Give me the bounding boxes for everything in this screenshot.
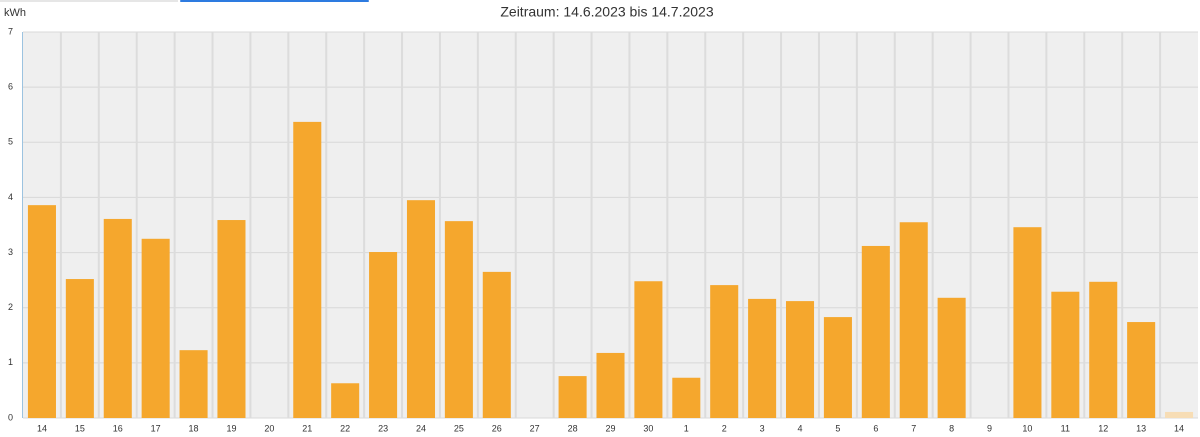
bar <box>293 121 322 418</box>
x-tick-label: 1 <box>684 423 689 433</box>
x-tick-label: 23 <box>378 423 388 433</box>
button[interactable] <box>180 0 369 2</box>
bar <box>672 377 701 418</box>
y-tick-label: 2 <box>8 302 13 312</box>
bar <box>785 301 815 418</box>
x-tick-label: 2 <box>722 423 727 433</box>
bar <box>179 350 208 418</box>
bar <box>1089 281 1118 418</box>
x-tick-label: 5 <box>835 423 840 433</box>
x-tick-label: 11 <box>1061 423 1070 433</box>
bar <box>444 221 473 418</box>
x-tick-label: 7 <box>911 423 916 433</box>
x-tick-label: 12 <box>1098 423 1108 433</box>
x-tick-label: 21 <box>302 423 312 433</box>
x-tick-label: 30 <box>643 423 653 433</box>
x-tick-label: 10 <box>1022 423 1032 433</box>
bar <box>331 383 360 418</box>
bar <box>861 245 890 418</box>
x-tick-label: 16 <box>113 423 123 433</box>
bar <box>1127 322 1156 418</box>
x-tick-label: 29 <box>605 423 615 433</box>
x-tick-label: 22 <box>340 423 350 433</box>
bar <box>937 297 966 418</box>
bar <box>558 376 587 418</box>
bar <box>1051 291 1080 418</box>
y-tick-label: 5 <box>8 137 13 147</box>
bar <box>710 285 739 418</box>
x-tick-label: 4 <box>798 423 803 433</box>
x-tick-label: 14 <box>37 423 47 433</box>
bar <box>103 218 132 418</box>
bar <box>482 271 511 418</box>
bar <box>65 279 94 418</box>
x-tick-label: 28 <box>568 423 578 433</box>
bar <box>596 352 625 418</box>
bar <box>1165 411 1194 418</box>
bar <box>1013 227 1042 418</box>
y-tick-label: 3 <box>8 247 13 257</box>
y-tick-label: 7 <box>8 26 13 36</box>
x-tick-label: 13 <box>1136 423 1146 433</box>
x-tick-label: 18 <box>189 423 199 433</box>
bar <box>634 281 663 418</box>
chart-title: Zeitraum: 14.6.2023 bis 14.7.2023 <box>500 4 713 20</box>
bar <box>369 252 398 418</box>
x-tick-label: 9 <box>987 423 992 433</box>
x-tick-label: 17 <box>151 423 161 433</box>
x-tick-label: 6 <box>873 423 878 433</box>
x-tick-label: 25 <box>454 423 464 433</box>
bar <box>899 222 928 418</box>
x-tick-label: 15 <box>75 423 85 433</box>
bar <box>748 298 777 418</box>
y-tick-label: 6 <box>8 82 13 92</box>
x-tick-label: 14 <box>1174 423 1184 433</box>
x-tick-label: 3 <box>760 423 765 433</box>
x-tick-label: 24 <box>416 423 426 433</box>
bar <box>406 200 436 418</box>
x-tick-label: 8 <box>949 423 954 433</box>
x-tick-label: 19 <box>226 423 236 433</box>
y-tick-label: 4 <box>8 192 13 202</box>
bar <box>27 205 56 418</box>
x-tick-label: 20 <box>264 423 274 433</box>
bar <box>217 220 246 418</box>
bar <box>823 317 852 418</box>
y-tick-label: 1 <box>8 357 13 367</box>
y-tick-label: 0 <box>8 412 13 422</box>
input-box[interactable] <box>0 0 178 2</box>
y-axis-label: kWh <box>4 7 26 19</box>
bar <box>141 238 170 418</box>
x-tick-label: 26 <box>492 423 502 433</box>
x-tick-label: 27 <box>530 423 540 433</box>
